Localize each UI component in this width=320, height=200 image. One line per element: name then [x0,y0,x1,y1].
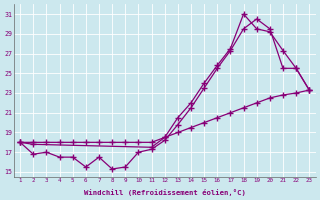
X-axis label: Windchill (Refroidissement éolien,°C): Windchill (Refroidissement éolien,°C) [84,189,246,196]
